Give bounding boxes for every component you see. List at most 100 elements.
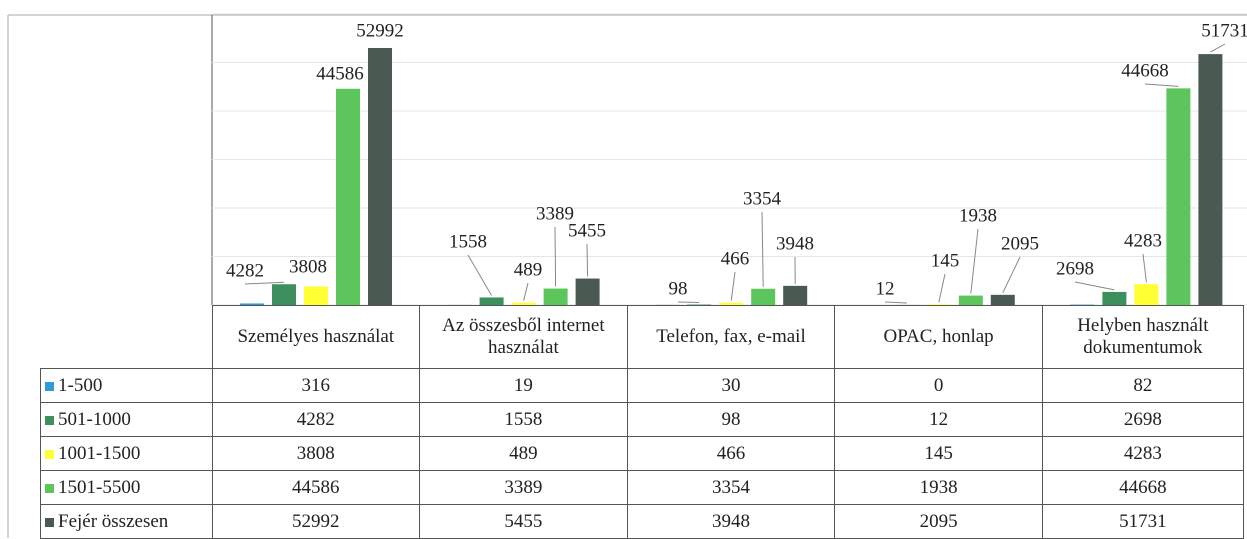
table-value: 30 — [627, 369, 835, 403]
bar — [751, 289, 775, 305]
legend-label: 1501-5500 — [58, 477, 140, 498]
table-value: 52992 — [212, 505, 420, 539]
table-value: 3354 — [627, 471, 835, 505]
category-label: Az összesből internet használat — [442, 315, 605, 358]
bar — [336, 89, 360, 305]
table-value: 1558 — [420, 403, 628, 437]
category-label: Helyben használt dokumentumok — [1077, 315, 1208, 358]
leader-line — [1145, 84, 1178, 86]
value-label: 4283 — [1124, 230, 1162, 251]
table-value: 4282 — [212, 403, 420, 437]
bar — [783, 286, 807, 305]
table-value: 489 — [420, 437, 628, 471]
legend-cell: 1001-1500 — [41, 437, 213, 471]
legend-label: 1001-1500 — [58, 443, 140, 464]
table-value: 4283 — [1042, 437, 1243, 471]
header-row: Személyes használat Az összesből internet… — [41, 306, 1244, 369]
leader-line — [678, 302, 699, 303]
table-value: 2095 — [835, 505, 1043, 539]
bar — [480, 297, 504, 305]
leader-line — [1210, 44, 1225, 52]
table-value: 5455 — [420, 505, 628, 539]
table-value: 44668 — [1042, 471, 1243, 505]
category-header: Helyben használt dokumentumok — [1042, 306, 1243, 369]
bar — [304, 287, 328, 305]
bar — [272, 284, 296, 305]
category-header: Az összesből internet használat — [420, 306, 628, 369]
bar — [1134, 284, 1158, 305]
value-label: 98 — [669, 278, 688, 299]
bar — [576, 279, 600, 305]
legend-swatch — [45, 518, 54, 527]
table-value: 0 — [835, 369, 1043, 403]
value-label: 2698 — [1056, 258, 1094, 279]
legend-cell: Fejér összesen — [41, 505, 213, 539]
category-label: Személyes használat — [237, 326, 394, 347]
table-value: 19 — [420, 369, 628, 403]
table-value: 12 — [835, 403, 1043, 437]
leader-line — [468, 255, 492, 295]
value-label: 466 — [721, 248, 750, 269]
value-label: 51731 — [1201, 20, 1247, 41]
bar — [1102, 292, 1126, 305]
table-value: 98 — [627, 403, 835, 437]
value-label: 1558 — [449, 231, 487, 252]
table-value: 466 — [627, 437, 835, 471]
data-table: Személyes használat Az összesből internet… — [40, 305, 1244, 539]
value-label: 52992 — [356, 20, 404, 41]
legend-label: Fejér összesen — [58, 511, 168, 532]
table-value: 3808 — [212, 437, 420, 471]
bar — [544, 289, 568, 305]
leader-line — [971, 229, 978, 294]
category-label: OPAC, honlap — [884, 326, 994, 347]
category-header: OPAC, honlap — [835, 306, 1043, 369]
value-label: 2095 — [1001, 233, 1039, 254]
value-label: 44586 — [316, 63, 364, 84]
leader-line — [731, 272, 735, 301]
table-value: 82 — [1042, 369, 1243, 403]
leader-line — [1003, 257, 1020, 293]
table-value: 3389 — [420, 471, 628, 505]
category-header: Telefon, fax, e-mail — [627, 306, 835, 369]
bar — [959, 296, 983, 305]
value-label: 489 — [514, 259, 543, 280]
value-label: 145 — [931, 250, 960, 271]
value-label: 1938 — [959, 205, 997, 226]
table-value: 145 — [835, 437, 1043, 471]
value-label: 3948 — [776, 233, 814, 254]
category-label: Telefon, fax, e-mail — [656, 326, 806, 347]
value-label: 3808 — [289, 256, 327, 277]
bar — [368, 48, 392, 305]
bar — [1166, 88, 1190, 305]
table-value: 3948 — [627, 505, 835, 539]
legend-swatch — [45, 450, 54, 459]
legend-swatch — [45, 416, 54, 425]
table-value: 51731 — [1042, 505, 1243, 539]
blank-cell — [41, 306, 213, 369]
table-value: 1938 — [835, 471, 1043, 505]
table-value: 2698 — [1042, 403, 1243, 437]
value-label: 5455 — [568, 220, 606, 241]
bar — [1198, 54, 1222, 305]
legend-swatch — [45, 382, 54, 391]
table-value: 316 — [212, 369, 420, 403]
leader-line — [245, 282, 284, 284]
leader-line — [524, 283, 528, 301]
legend-cell: 1-500 — [41, 369, 213, 403]
legend-swatch — [45, 484, 54, 493]
legend-label: 501-1000 — [58, 409, 131, 430]
legend-cell: 1501-5500 — [41, 471, 213, 505]
bar — [991, 295, 1015, 305]
category-header: Személyes használat — [212, 306, 420, 369]
value-label: 3354 — [743, 188, 782, 209]
value-label: 4282 — [226, 260, 264, 281]
value-label: 12 — [876, 278, 895, 299]
leader-line — [587, 244, 588, 277]
leader-line — [1075, 282, 1114, 290]
